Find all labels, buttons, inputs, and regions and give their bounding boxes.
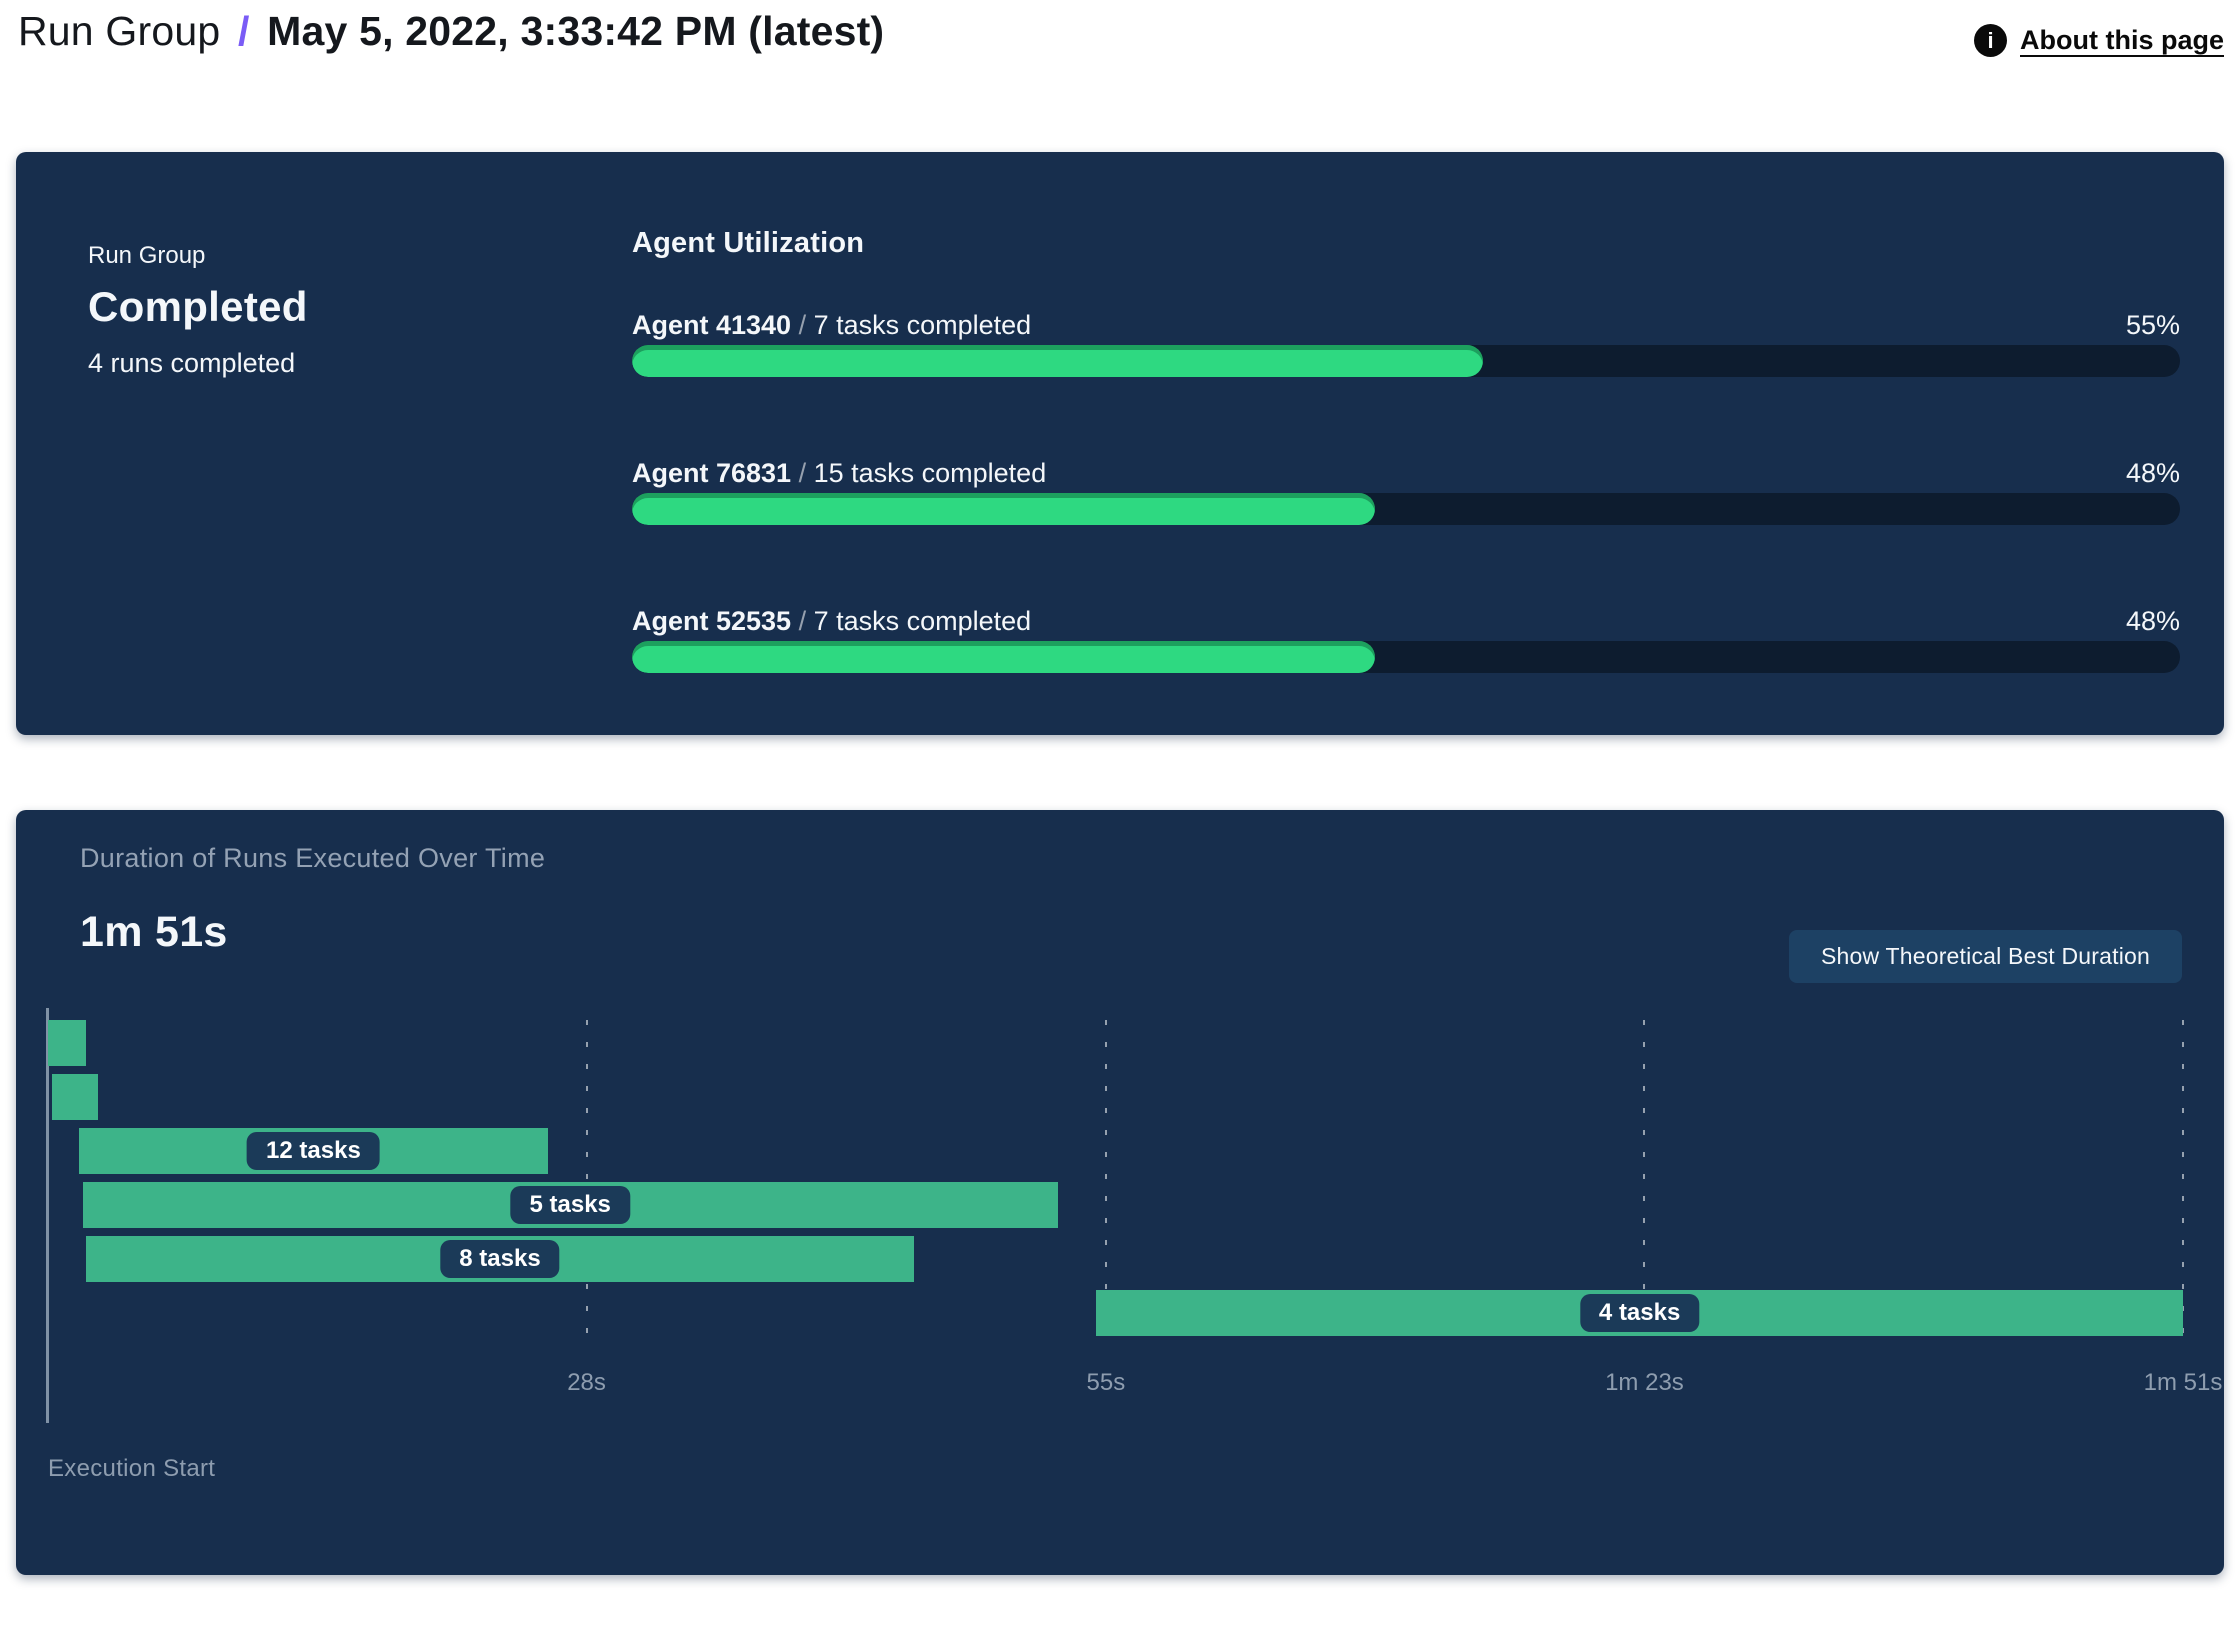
time-axis-tick-label: 28s <box>567 1369 606 1396</box>
agent-name: Agent 76831 <box>632 458 792 488</box>
agent-label-row: Agent 41340 / 7 tasks completed 55% <box>632 305 2180 345</box>
agent-tasks-completed: 7 tasks completed <box>813 310 1032 340</box>
run-duration-bar[interactable] <box>48 1020 87 1066</box>
time-gridline <box>2182 1020 2184 1345</box>
about-this-page-link[interactable]: i About this page <box>1974 24 2224 57</box>
time-axis-tick-label: 1m 23s <box>1605 1369 1684 1396</box>
time-gridline <box>1643 1020 1646 1345</box>
run-group-summary-panel: Run Group Completed 4 runs completed Age… <box>16 152 2224 735</box>
utilization-progress-fill <box>632 641 1376 673</box>
run-group-timestamp: May 5, 2022, 3:33:42 PM (latest) <box>267 8 885 54</box>
agent-tasks-completed: 7 tasks completed <box>813 606 1032 636</box>
agent-label-row: Agent 76831 / 15 tasks completed 48% <box>632 453 2180 493</box>
utilization-progress-fill <box>632 345 1484 377</box>
page-title: Run Group / May 5, 2022, 3:33:42 PM (lat… <box>18 8 884 55</box>
task-count-badge: 4 tasks <box>1579 1294 1700 1332</box>
about-link-label: About this page <box>2020 25 2224 55</box>
task-count-badge: 8 tasks <box>440 1240 560 1278</box>
utilization-progress-fill <box>632 493 1376 525</box>
agent-utilization-section: Agent Utilization Agent 41340 / 7 tasks … <box>632 226 2180 673</box>
agent-label-separator: / <box>791 310 814 340</box>
breadcrumb: Run Group <box>18 8 221 54</box>
status-value: Completed <box>88 283 308 330</box>
task-count-badge: 5 tasks <box>510 1186 630 1224</box>
agent-tasks-completed: 15 tasks completed <box>813 458 1047 488</box>
run-group-status-block: Run Group Completed 4 runs completed <box>88 240 308 380</box>
run-duration-bar[interactable] <box>51 1074 98 1120</box>
time-axis-tick-label: 55s <box>1086 1369 1126 1396</box>
run-row <box>48 1020 2183 1066</box>
agent-utilization-percent: 55% <box>2125 310 2180 340</box>
run-duration-bar[interactable]: 5 tasks <box>82 1182 1058 1228</box>
agent-name: Agent 41340 <box>632 310 792 340</box>
utilization-progress-track <box>632 345 2180 377</box>
agent-utilization-title: Agent Utilization <box>632 227 865 259</box>
show-theoretical-best-duration-button[interactable]: Show Theoretical Best Duration <box>1788 930 2182 983</box>
total-duration-value: 1m 51s <box>80 908 228 956</box>
agent-utilization-row: Agent 52535 / 7 tasks completed 48% <box>632 601 2180 673</box>
utilization-progress-track <box>632 493 2180 525</box>
agent-utilization-row: Agent 41340 / 7 tasks completed 55% <box>632 305 2180 377</box>
info-icon: i <box>1974 24 2007 57</box>
runs-completed-count: 4 runs completed <box>88 348 296 378</box>
agent-label-separator: / <box>791 458 814 488</box>
run-row: 5 tasks <box>48 1182 2183 1228</box>
time-gridline <box>1104 1020 1107 1345</box>
run-row: 8 tasks <box>48 1236 2183 1282</box>
execution-start-label: Execution Start <box>48 1455 216 1482</box>
agent-label-separator: / <box>791 606 814 636</box>
utilization-progress-track <box>632 641 2180 673</box>
run-row: 4 tasks <box>48 1290 2183 1336</box>
breadcrumb-separator: / <box>237 8 250 54</box>
run-row <box>48 1074 2183 1120</box>
gantt-chart: 12 tasks 5 tasks 8 tasks 4 tasks 28s 55s… <box>46 1008 2222 1423</box>
task-count-badge: 12 tasks <box>247 1132 380 1170</box>
agent-name: Agent 52535 <box>632 606 792 636</box>
time-axis-tick-label: 1m 51s <box>2143 1369 2223 1396</box>
agent-utilization-row: Agent 76831 / 15 tasks completed 48% <box>632 453 2180 525</box>
duration-of-runs-panel: Duration of Runs Executed Over Time 1m 5… <box>16 810 2224 1575</box>
execution-start-axis-line <box>46 1008 49 1423</box>
agent-utilization-percent: 48% <box>2125 458 2180 488</box>
agent-label-row: Agent 52535 / 7 tasks completed 48% <box>632 601 2180 641</box>
run-duration-bar[interactable]: 12 tasks <box>78 1128 549 1174</box>
run-row: 12 tasks <box>48 1128 2183 1174</box>
agent-utilization-percent: 48% <box>2125 606 2180 636</box>
duration-chart-title: Duration of Runs Executed Over Time <box>80 843 546 873</box>
run-duration-bar[interactable]: 8 tasks <box>86 1236 914 1282</box>
run-duration-bar[interactable]: 4 tasks <box>1096 1290 2183 1336</box>
run-group-label: Run Group <box>88 242 206 269</box>
